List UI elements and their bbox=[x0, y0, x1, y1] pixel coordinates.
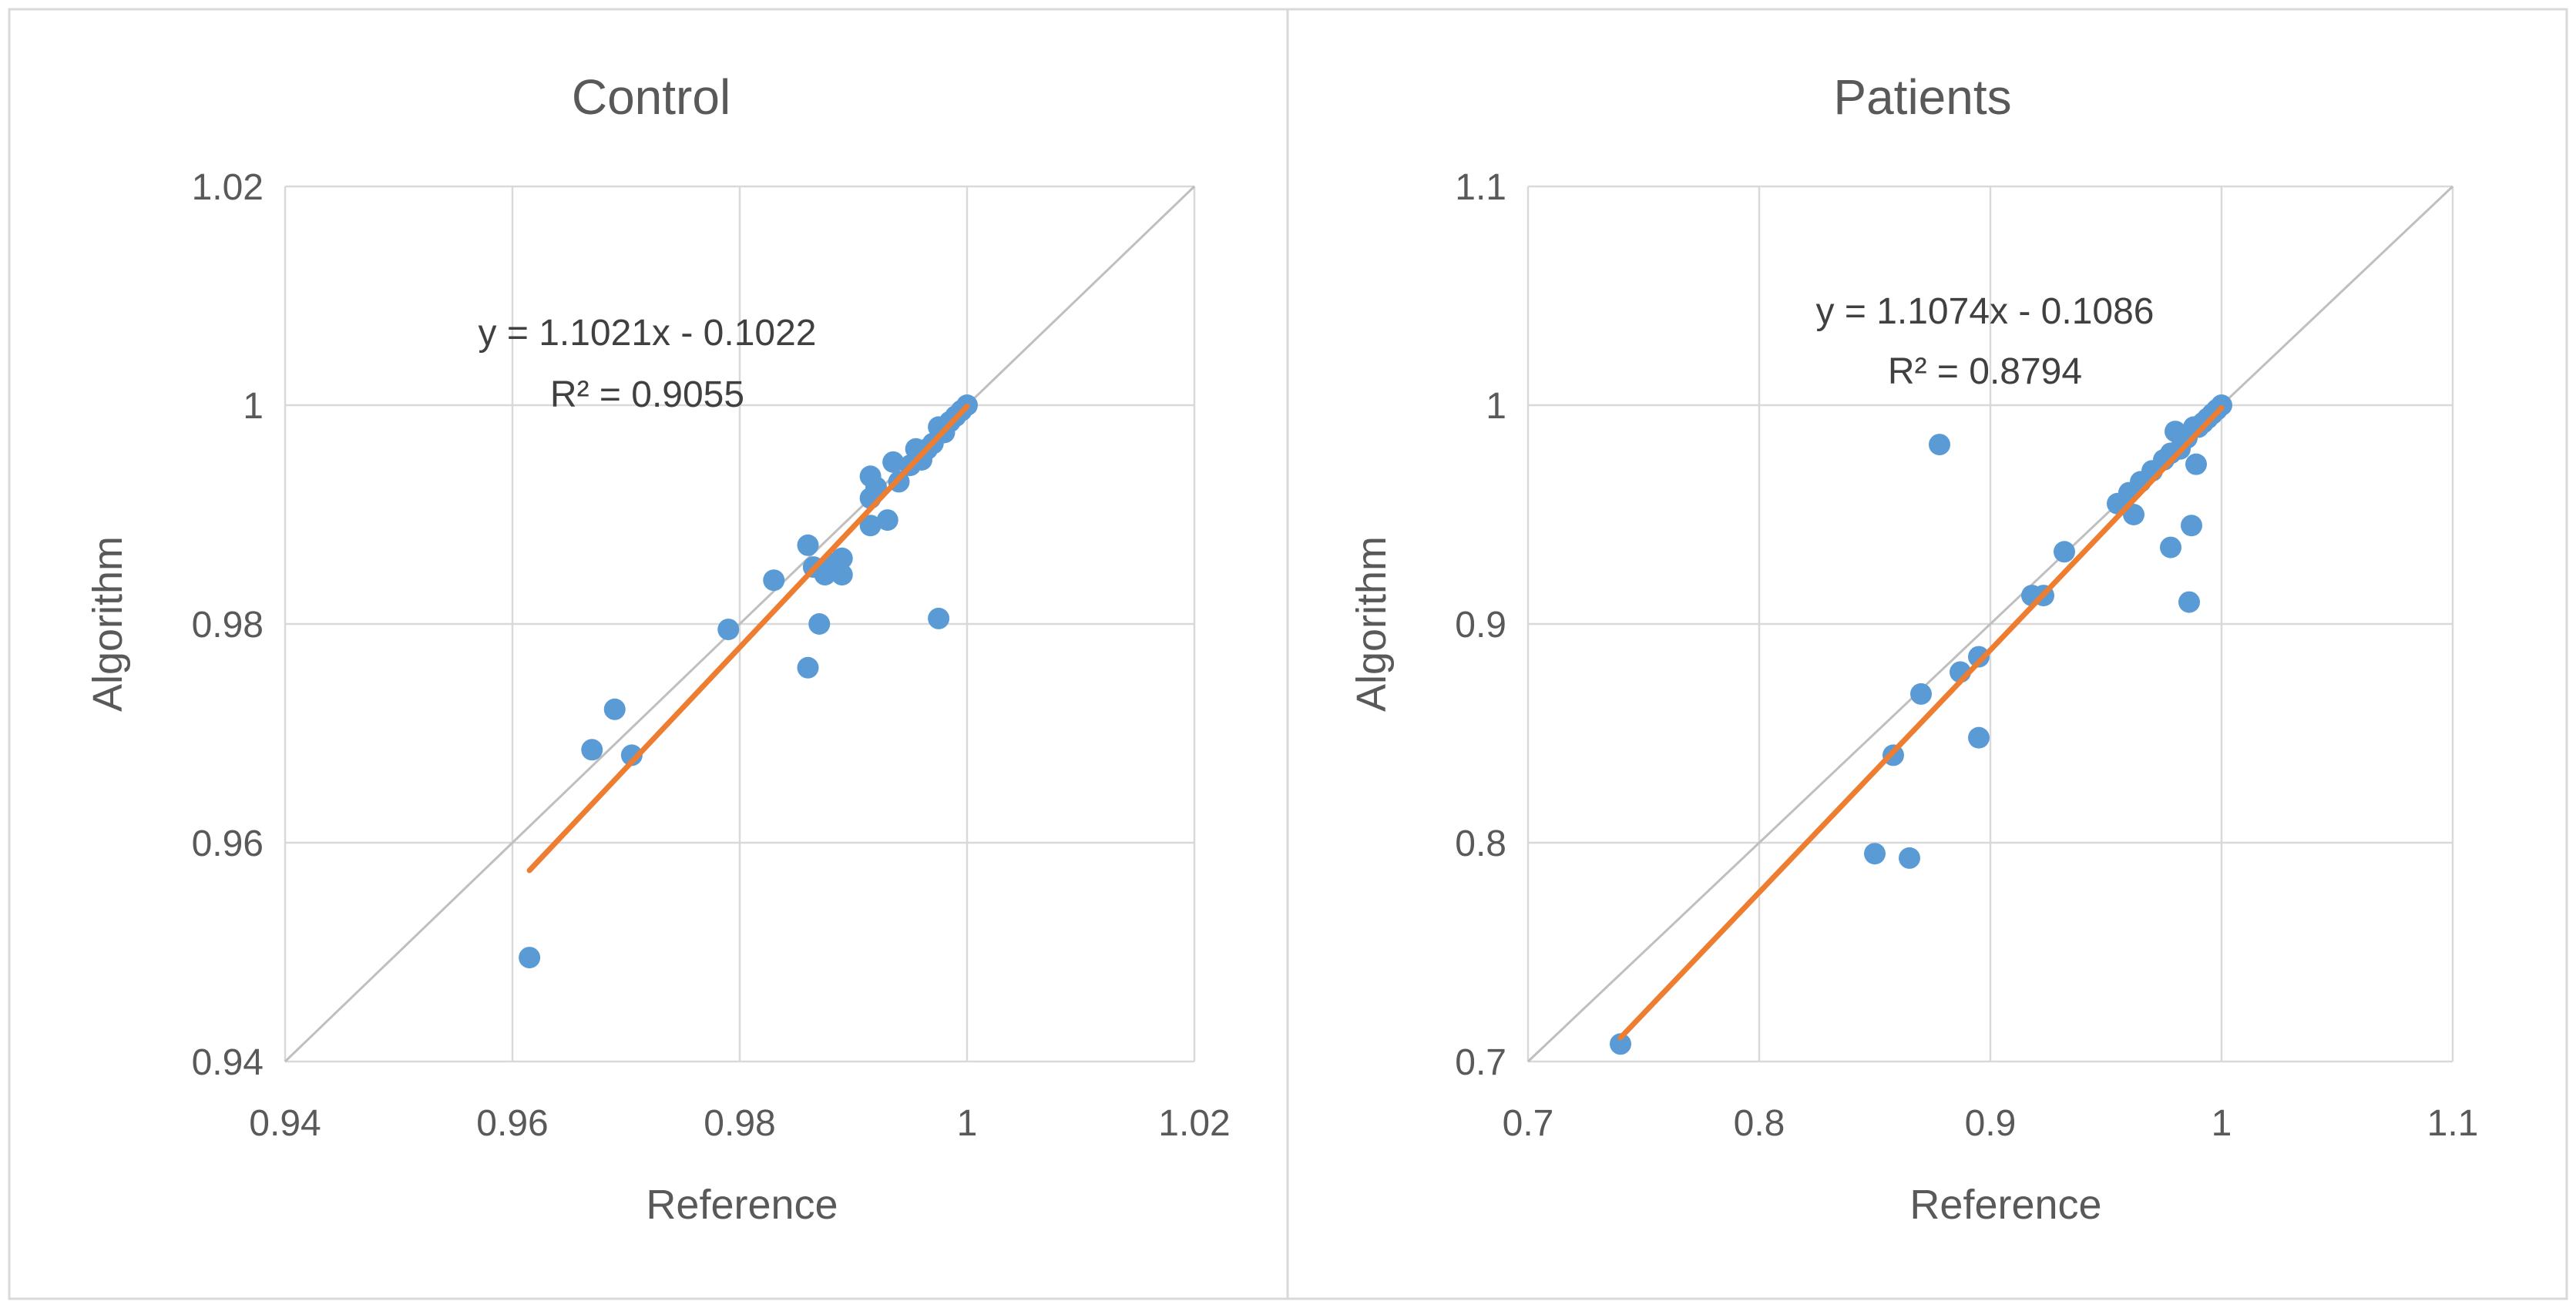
data-point bbox=[859, 515, 882, 537]
trendline-equation: y = 1.1074x - 0.1086 bbox=[1816, 291, 2155, 332]
data-point bbox=[797, 534, 819, 556]
data-point bbox=[865, 476, 887, 498]
control-chart: Control Reference Algorithm y = 1.1021x … bbox=[85, 69, 1231, 1228]
data-point bbox=[581, 739, 603, 761]
x-tick-label: 1.1 bbox=[2427, 1103, 2479, 1144]
data-point bbox=[1929, 434, 1950, 456]
data-point bbox=[519, 947, 541, 969]
data-point bbox=[1910, 683, 1932, 705]
data-point bbox=[808, 613, 831, 635]
trendline bbox=[526, 403, 970, 874]
x-axis-label: Reference bbox=[1909, 1182, 2101, 1228]
y-tick-label: 0.7 bbox=[1455, 1042, 1506, 1083]
data-point bbox=[1864, 843, 1886, 865]
data-point bbox=[2054, 541, 2075, 563]
y-tick-label: 1.1 bbox=[1455, 167, 1506, 208]
identity-line bbox=[1526, 185, 2454, 1063]
data-point bbox=[763, 569, 785, 592]
r-squared-label: R² = 0.9055 bbox=[550, 374, 744, 415]
patients-chart: Patients Reference Algorithm y = 1.1074x… bbox=[1348, 69, 2478, 1228]
x-tick-label: 0.96 bbox=[476, 1103, 548, 1144]
data-point bbox=[1968, 726, 1990, 749]
data-point bbox=[831, 547, 853, 569]
identity-line bbox=[284, 185, 1196, 1063]
y-tick-label: 1.02 bbox=[192, 167, 264, 208]
data-point bbox=[1899, 847, 1920, 869]
y-axis-label: Algorithm bbox=[85, 536, 131, 712]
x-tick-label: 0.8 bbox=[1734, 1103, 1785, 1144]
data-point bbox=[2181, 515, 2202, 537]
data-point bbox=[2178, 591, 2200, 613]
data-point bbox=[620, 744, 643, 766]
x-axis-label: Reference bbox=[646, 1182, 838, 1228]
data-point bbox=[2185, 453, 2207, 475]
y-tick-label: 0.8 bbox=[1455, 823, 1506, 864]
control-panel-frame bbox=[8, 8, 1289, 1300]
x-tick-label: 1 bbox=[2212, 1103, 2232, 1144]
data-point bbox=[797, 656, 819, 679]
x-tick-label: 0.9 bbox=[1965, 1103, 2017, 1144]
x-tick-label: 0.94 bbox=[249, 1103, 321, 1144]
data-point bbox=[876, 509, 898, 532]
y-axis-label: Algorithm bbox=[1348, 536, 1395, 712]
x-tick-label: 0.98 bbox=[704, 1103, 775, 1144]
x-tick-label: 0.7 bbox=[1503, 1103, 1554, 1144]
x-tick-label: 1.02 bbox=[1158, 1103, 1230, 1144]
y-tick-label: 1 bbox=[1486, 386, 1506, 427]
data-point bbox=[1968, 646, 1990, 668]
y-tick-label: 1 bbox=[243, 386, 264, 427]
data-point bbox=[928, 607, 950, 629]
data-point bbox=[882, 451, 905, 473]
trendline-equation: y = 1.1021x - 0.1022 bbox=[479, 313, 817, 354]
chart-title: Patients bbox=[1833, 69, 2011, 125]
chart-title: Control bbox=[572, 69, 730, 125]
data-point bbox=[831, 564, 853, 586]
y-tick-label: 0.98 bbox=[192, 605, 264, 646]
patients-panel-frame bbox=[1286, 8, 2568, 1300]
x-tick-label: 1 bbox=[957, 1103, 978, 1144]
data-point bbox=[603, 698, 626, 720]
data-points bbox=[519, 394, 978, 969]
data-point bbox=[2160, 536, 2181, 558]
y-tick-label: 0.94 bbox=[192, 1042, 264, 1083]
data-point bbox=[717, 619, 740, 641]
y-tick-label: 0.96 bbox=[192, 823, 264, 864]
data-point bbox=[1610, 1033, 1631, 1055]
y-tick-label: 0.9 bbox=[1455, 605, 1506, 646]
r-squared-label: R² = 0.8794 bbox=[1888, 351, 2082, 392]
trendline bbox=[1617, 404, 2225, 1041]
